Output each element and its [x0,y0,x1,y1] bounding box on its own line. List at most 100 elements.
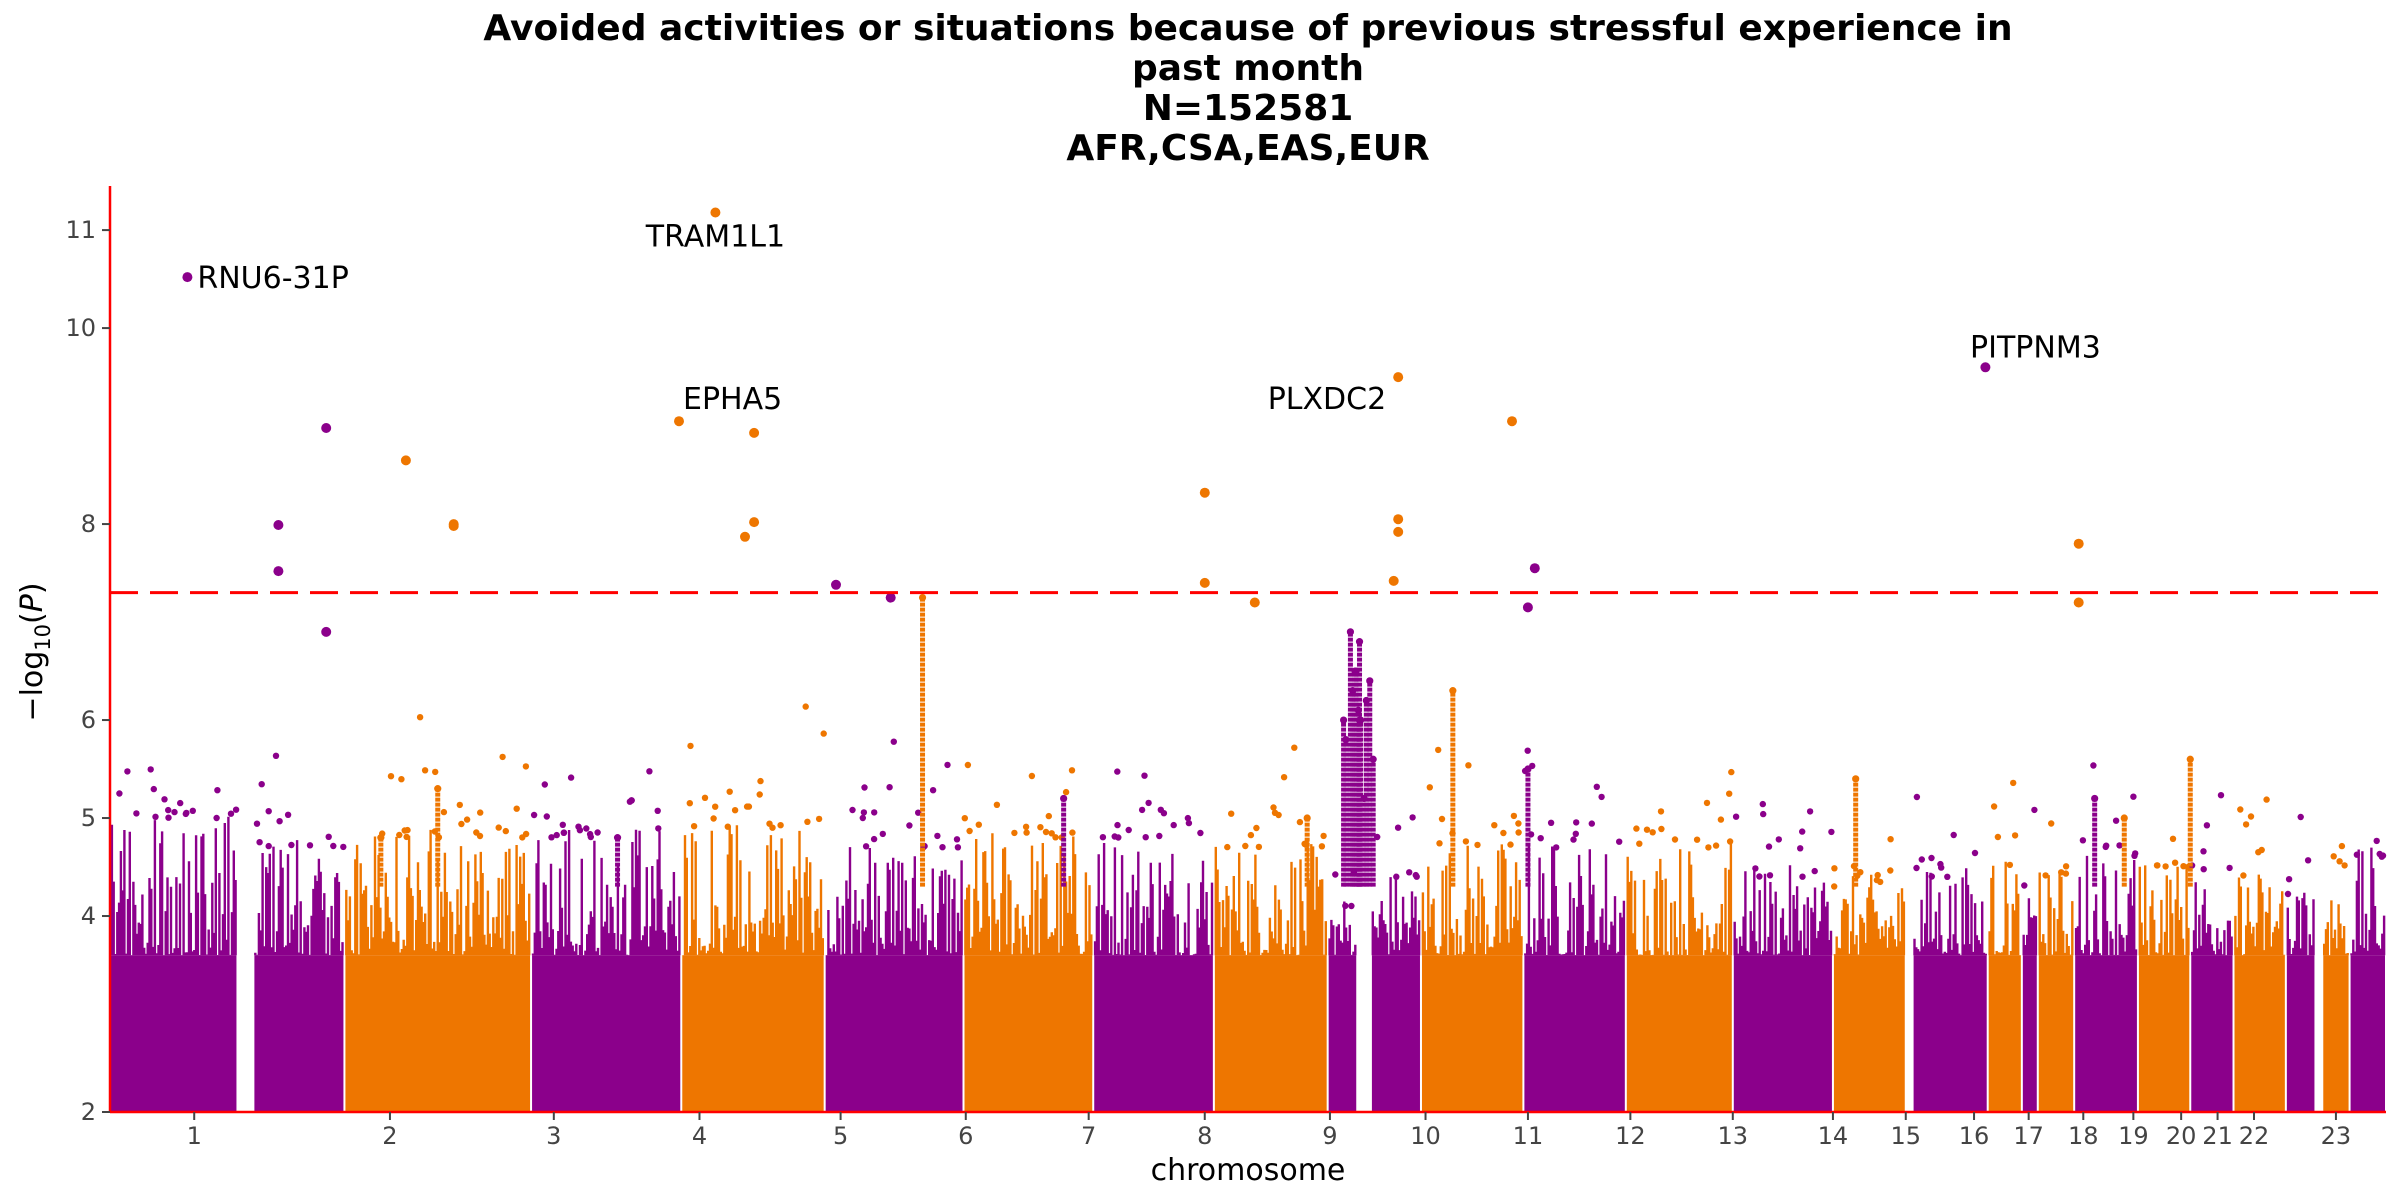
scatter-point [306,842,314,849]
scatter-point [1114,821,1121,829]
scatter-point [147,766,154,773]
chromosome-block-23 [2350,837,2387,1112]
peak-point [1339,716,1348,724]
scatter-point [2200,848,2207,855]
scatter-point [1874,871,1881,879]
point-columns [2038,870,2074,956]
scatter-point [1142,834,1149,841]
significant-point [321,626,332,637]
scatter-point [2304,857,2312,864]
scatter-point [2240,872,2247,879]
significant-point [1393,372,1404,383]
scatter-point [1990,803,1998,810]
scatter-point [1022,823,1030,830]
scatter-point [934,832,941,840]
scatter-point [1806,808,1814,815]
scatter-point [133,810,140,817]
title-line-2: past month [1132,48,1364,89]
scatter-point [499,753,506,761]
peak-point [1524,765,1532,773]
scatter-point [861,784,868,791]
scatter-point [1042,828,1050,836]
scatter-point [1553,844,1560,851]
scatter-point [171,808,178,816]
scatter-point [1185,819,1193,827]
chromosome-block-1 [110,766,240,1112]
scatter-point [1170,821,1177,829]
dense-point-band [682,955,824,1112]
point-columns [1524,845,1626,956]
scatter-point [152,813,159,820]
scatter-point [189,807,196,814]
point-columns [1833,874,1906,956]
dense-point-band [2138,955,2190,1112]
title-line-4: AFR,CSA,EAS,EUR [1066,128,1429,169]
scatter-point [731,807,739,814]
dense-point-band [1094,955,1213,1112]
scatter-point [1588,820,1596,827]
scatter-point [2112,817,2120,824]
scatter-point [859,814,866,822]
scatter-point [1938,864,1945,871]
scatter-point [743,803,751,810]
dense-point-band [825,955,963,1112]
significant-point [1522,602,1533,613]
scatter-point [2021,882,2028,889]
scatter-point [1028,772,1036,780]
y-tick-label: 8 [81,510,96,538]
scatter-point [1799,873,1806,880]
peak-point [1369,755,1377,763]
scatter-point [1828,828,1835,836]
scatter-point [915,809,922,816]
dense-point-band [1733,955,1832,1112]
gene-label: RNU6-31P [197,261,348,296]
scatter-point [1633,825,1640,832]
scatter-point [1228,810,1235,817]
scatter-point [1524,747,1531,754]
scatter-point [2058,869,2065,876]
chromosome-block-segment-18 [2021,806,2038,1112]
chromosome-block-17 [2074,762,2139,1112]
scatter-point [340,843,347,851]
scatter-point [2353,851,2361,858]
scatter-point [687,742,694,750]
scatter-point [1944,873,1951,880]
scatter-point [1438,815,1446,823]
scatter-point [1515,820,1522,827]
scatter-point [594,829,601,836]
scatter-point [513,805,520,812]
scatter-point [213,814,220,822]
scatter-point [1253,824,1260,832]
y-axis-title: −log10(P) [15,582,55,721]
scatter-point [1598,793,1605,801]
scatter-point [530,811,538,819]
x-tick-label: 23 [2321,1122,2352,1150]
scatter-point [567,774,575,781]
scatter-point [1756,873,1763,880]
scatter-point [890,738,897,745]
dense-point-band [2234,955,2285,1112]
chromosome-block-11 [1521,747,1626,1112]
chromosome-block-10 [1421,746,1523,1112]
scatter-point [1197,829,1204,837]
scatter-point [2048,820,2055,827]
scatter-point [1712,842,1720,849]
x-tick-label: 13 [1718,1122,1749,1150]
chromosome-block-15 [1913,793,1987,1112]
chromosome-block-4 [682,703,827,1112]
scatter-point [559,821,566,828]
scatter-point [939,844,946,851]
scatter-point [1811,867,1818,875]
chart-title: Avoided activities or situations because… [483,8,2012,169]
scatter-point [1537,835,1544,842]
scatter-point [416,714,424,721]
scatter-point [1831,865,1838,872]
point-columns [1733,865,1833,956]
scatter-point [1062,788,1070,796]
significant-point [400,455,411,466]
scatter-point [1465,762,1472,769]
chromosome-block-2 [345,714,531,1112]
scatter-point [403,833,410,841]
chromosome-block-18 [2138,835,2192,1112]
